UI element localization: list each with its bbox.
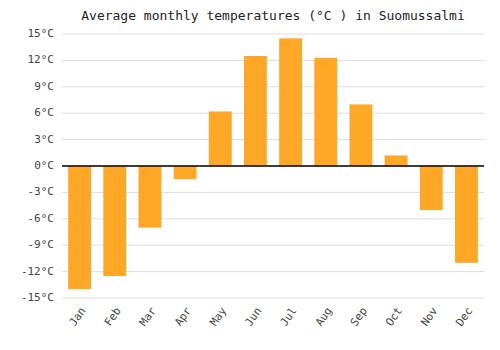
grid-line xyxy=(62,166,484,167)
grid-line xyxy=(62,34,484,35)
bar xyxy=(455,166,478,263)
x-tick-label: May xyxy=(207,305,229,329)
bars xyxy=(68,38,478,289)
y-tick-label: -9°C xyxy=(28,238,55,251)
x-axis: Jan Feb Mar Apr May Jun Jul Aug Sep Oct Nov Dec xyxy=(67,305,476,329)
x-tick-label: Sep xyxy=(348,305,370,329)
y-tick-label: 15°C xyxy=(28,27,55,40)
x-tick-label: Nov xyxy=(418,305,440,329)
bar xyxy=(314,58,337,166)
x-tick-label: Jun xyxy=(242,305,264,329)
grid-line xyxy=(62,86,484,87)
grid-line xyxy=(62,139,484,140)
y-tick-label: 12°C xyxy=(28,53,55,66)
x-tick-label: Oct xyxy=(383,305,405,329)
chart-container: Average monthly temperatures (°C ) in Su… xyxy=(0,0,500,350)
bar xyxy=(174,166,197,179)
y-tick-label: 3°C xyxy=(34,133,54,146)
bar xyxy=(420,166,443,210)
x-tick-label: Apr xyxy=(172,305,194,329)
bar xyxy=(138,166,161,228)
bar xyxy=(349,104,372,166)
bar xyxy=(244,56,267,166)
x-tick-label: Dec xyxy=(453,305,475,329)
grid-line xyxy=(62,298,484,299)
x-tick-label: Aug xyxy=(313,305,335,329)
grid-line xyxy=(62,60,484,61)
bar xyxy=(103,166,126,276)
y-tick-label: 9°C xyxy=(34,80,54,93)
y-tick-label: 6°C xyxy=(34,106,54,119)
x-tick-label: Jan xyxy=(67,305,89,329)
bar xyxy=(68,166,91,289)
grid-line xyxy=(62,113,484,114)
title: Average monthly temperatures (°C ) in Su… xyxy=(81,8,465,23)
x-tick-label: Mar xyxy=(137,305,159,329)
chart: Average monthly temperatures (°C ) in Su… xyxy=(0,0,500,350)
y-tick-label: 0°C xyxy=(34,159,54,172)
y-tick-label: -15°C xyxy=(21,291,54,304)
y-axis: -15°C -12°C -9°C -6°C -3°C 0°C 3°C 6°C 9°C 12°C 15… xyxy=(21,27,54,304)
bar xyxy=(385,155,408,166)
background xyxy=(0,0,500,350)
grid xyxy=(62,34,484,298)
zero-line xyxy=(62,165,484,167)
bar xyxy=(279,38,302,166)
x-tick-label: Feb xyxy=(102,305,124,329)
y-tick-label: -12°C xyxy=(21,265,54,278)
x-tick-label: Jul xyxy=(278,305,300,329)
y-tick-label: -3°C xyxy=(28,185,55,198)
bar xyxy=(209,111,232,166)
y-tick-label: -6°C xyxy=(28,212,55,225)
